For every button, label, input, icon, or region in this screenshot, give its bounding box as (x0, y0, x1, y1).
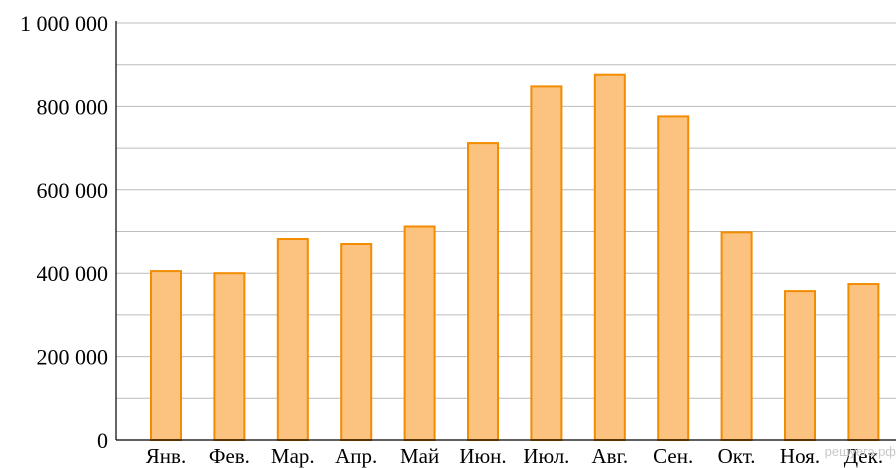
bar (784, 290, 816, 442)
bar (720, 231, 753, 441)
y-tick-label: 1 000 000 (20, 11, 108, 36)
bar (340, 243, 373, 441)
watermark-text: решуегэ.рф (825, 444, 896, 459)
x-tick-label: Ноя. (780, 444, 820, 468)
bar (847, 283, 880, 441)
x-tick-label: Авг. (592, 444, 629, 468)
bar (657, 115, 690, 442)
y-tick-label: 0 (97, 428, 108, 453)
bar (150, 270, 182, 441)
bar (276, 238, 309, 441)
bar (403, 225, 436, 441)
x-tick-label: Июл. (523, 444, 569, 468)
y-tick-label: 600 000 (37, 178, 109, 203)
bar (213, 272, 246, 442)
y-tick-label: 800 000 (37, 94, 109, 119)
x-tick-label: Май (400, 444, 439, 468)
x-tick-label: Апр. (335, 444, 377, 468)
x-tick-label: Янв. (146, 444, 186, 468)
bars-group (150, 73, 880, 442)
y-tick-label: 400 000 (37, 261, 109, 286)
y-tick-label: 200 000 (37, 345, 109, 370)
y-tick-labels: 0 200 000 400 000 600 000 800 000 1 000 000 (20, 11, 108, 453)
bar (530, 85, 563, 441)
bar (467, 142, 499, 441)
x-tick-label: Сен. (653, 444, 693, 468)
x-tick-label: Мар. (271, 444, 315, 468)
bar (593, 73, 626, 441)
x-tick-label: Фев. (209, 444, 250, 468)
x-tick-labels: Янв. Фев. Мар. Апр. Май Июн. Июл. Авг. Сен. Окт. Н… (146, 444, 883, 468)
x-tick-label: Окт. (718, 444, 756, 468)
x-tick-label: Дек. (844, 444, 883, 468)
grid-lines (116, 22, 896, 399)
x-tick-label: Июн. (459, 444, 506, 468)
